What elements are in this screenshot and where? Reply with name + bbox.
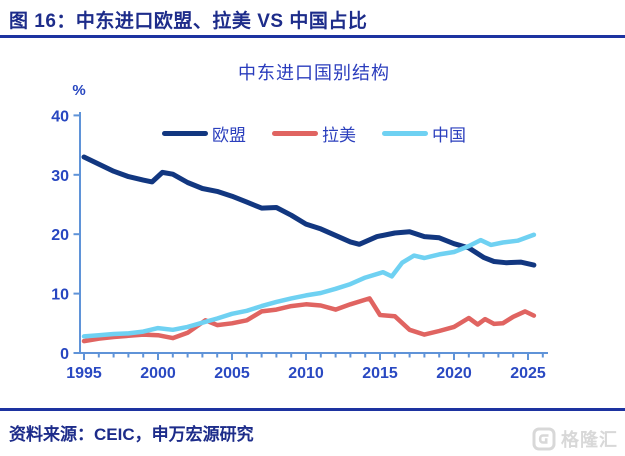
y-tick-label: 0	[60, 346, 69, 363]
gelonghui-watermark: 格隆汇	[532, 426, 618, 452]
series-line-3	[81, 232, 537, 339]
legend-line-swatch	[162, 131, 208, 136]
x-tick-label: 2010	[288, 365, 324, 382]
x-tick-label: 2025	[510, 365, 546, 382]
legend-label: 拉美	[322, 126, 356, 145]
chart-title: 中东进口国别结构	[238, 63, 390, 83]
legend-line-swatch	[272, 131, 318, 136]
gelonghui-logo-text: 格隆汇	[561, 430, 618, 450]
y-axis-unit-label: %	[72, 82, 86, 99]
x-tick-label: 2015	[362, 365, 398, 382]
y-tick-label: 10	[51, 287, 69, 304]
legend-line-swatch	[382, 131, 428, 136]
figure-title: 图 16：中东进口欧盟、拉美 VS 中国占比	[9, 11, 368, 32]
legend-item: 中国	[382, 121, 466, 146]
legend-label: 欧盟	[212, 126, 246, 145]
x-tick-label: 1995	[66, 365, 102, 382]
x-tick-label: 2005	[214, 365, 250, 382]
axis-lines	[79, 112, 548, 354]
legend-label: 中国	[432, 126, 466, 145]
series-line-2	[81, 296, 537, 344]
y-tick-label: 40	[51, 108, 69, 125]
y-tick-label: 30	[51, 168, 69, 185]
legend-item: 拉美	[272, 121, 356, 146]
x-tick-label: 2000	[140, 365, 176, 382]
gelonghui-logo-icon	[532, 427, 556, 451]
chart-legend: 欧盟 拉美 中国	[80, 121, 548, 146]
footer-divider	[0, 408, 625, 411]
figure-header: 图 16：中东进口欧盟、拉美 VS 中国占比	[0, 0, 625, 38]
x-tick-label: 2020	[436, 365, 472, 382]
legend-item: 欧盟	[162, 121, 246, 146]
y-tick-label: 20	[51, 227, 69, 244]
source-note: 资料来源：CEIC，申万宏源研究	[9, 425, 254, 444]
